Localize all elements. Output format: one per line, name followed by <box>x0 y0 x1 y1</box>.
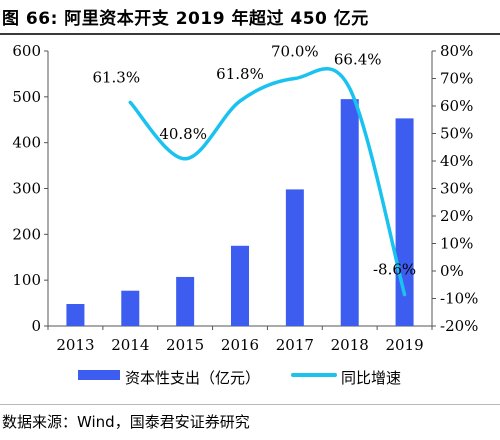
right-axis-tick-label: 80% <box>440 42 473 60</box>
right-axis-tick-label: 30% <box>440 180 473 198</box>
data-labels: 61.3% 40.8% 61.8% 70.0% 66.4% -8.6% <box>92 43 416 279</box>
growth-label-2014: 61.3% <box>92 68 140 86</box>
legend-bar-swatch <box>78 370 120 380</box>
x-axis-tick-label: 2019 <box>385 336 423 354</box>
right-axis-tick-label: 0% <box>440 262 464 280</box>
right-axis-tick-label: -10% <box>440 290 478 308</box>
right-axis-tick-label: 70% <box>440 70 473 88</box>
left-axis-tick-label: 300 <box>12 180 41 198</box>
right-axis-tick-label: 20% <box>440 207 473 225</box>
footer-rule <box>0 404 500 405</box>
line-series <box>128 66 407 297</box>
right-axis-tick-label: 10% <box>440 235 473 253</box>
title-underline <box>0 33 500 35</box>
x-axis-tick-label: 2016 <box>221 336 259 354</box>
growth-rate-line <box>128 66 407 297</box>
source-note: 数据来源：Wind，国泰君安证券研究 <box>2 413 250 431</box>
bar-2018 <box>340 99 359 326</box>
x-axis-tick-label: 2017 <box>276 336 314 354</box>
right-axis-tick-label: 60% <box>440 97 473 115</box>
chart-axes: 0 100 200 300 400 500 600 -20% -10% 0% 10% 20% 30% 40… <box>12 42 478 354</box>
right-axis-tick-label: -20% <box>440 317 478 335</box>
left-axis-tick-label: 200 <box>12 225 41 243</box>
left-axis-tick-label: 0 <box>31 317 41 335</box>
x-axis-tick-label: 2014 <box>111 336 149 354</box>
bar-2017 <box>285 189 304 326</box>
left-axis-tick-label: 500 <box>12 88 41 106</box>
bar-2016 <box>231 245 249 326</box>
capex-chart: 0 100 200 300 400 500 600 -20% -10% 0% 10% 20% 30% 40… <box>12 42 478 387</box>
chart-legend: 资本性支出（亿元） 同比增速 <box>78 369 401 387</box>
figure-footer: 数据来源：Wind，国泰君安证券研究 <box>0 404 500 440</box>
bar-2014 <box>121 290 140 326</box>
growth-label-2015: 40.8% <box>159 125 207 143</box>
left-axis-tick-label: 100 <box>12 271 41 289</box>
bar-series <box>66 99 414 326</box>
x-axis-tick-label: 2013 <box>56 336 94 354</box>
legend-bar-label: 资本性支出（亿元） <box>125 369 260 387</box>
x-axis-tick-label: 2018 <box>331 336 369 354</box>
right-axis-tick-label: 40% <box>440 152 473 170</box>
growth-label-2019: -8.6% <box>373 261 416 279</box>
growth-label-2018: 66.4% <box>334 50 382 68</box>
left-axis-tick-label: 600 <box>12 42 41 60</box>
right-axis-tick-label: 50% <box>440 125 473 143</box>
growth-label-2017: 70.0% <box>271 43 319 61</box>
bar-2015 <box>176 276 195 326</box>
left-axis-tick-label: 400 <box>12 134 41 152</box>
bar-2013 <box>66 304 85 326</box>
figure-title: 图 66: 阿里资本开支 2019 年超过 450 亿元 <box>2 9 369 29</box>
figure-header: 图 66: 阿里资本开支 2019 年超过 450 亿元 <box>0 0 500 35</box>
x-axis-tick-label: 2015 <box>166 336 204 354</box>
growth-label-2016: 61.8% <box>216 65 264 83</box>
legend-line-label: 同比增速 <box>341 369 401 387</box>
